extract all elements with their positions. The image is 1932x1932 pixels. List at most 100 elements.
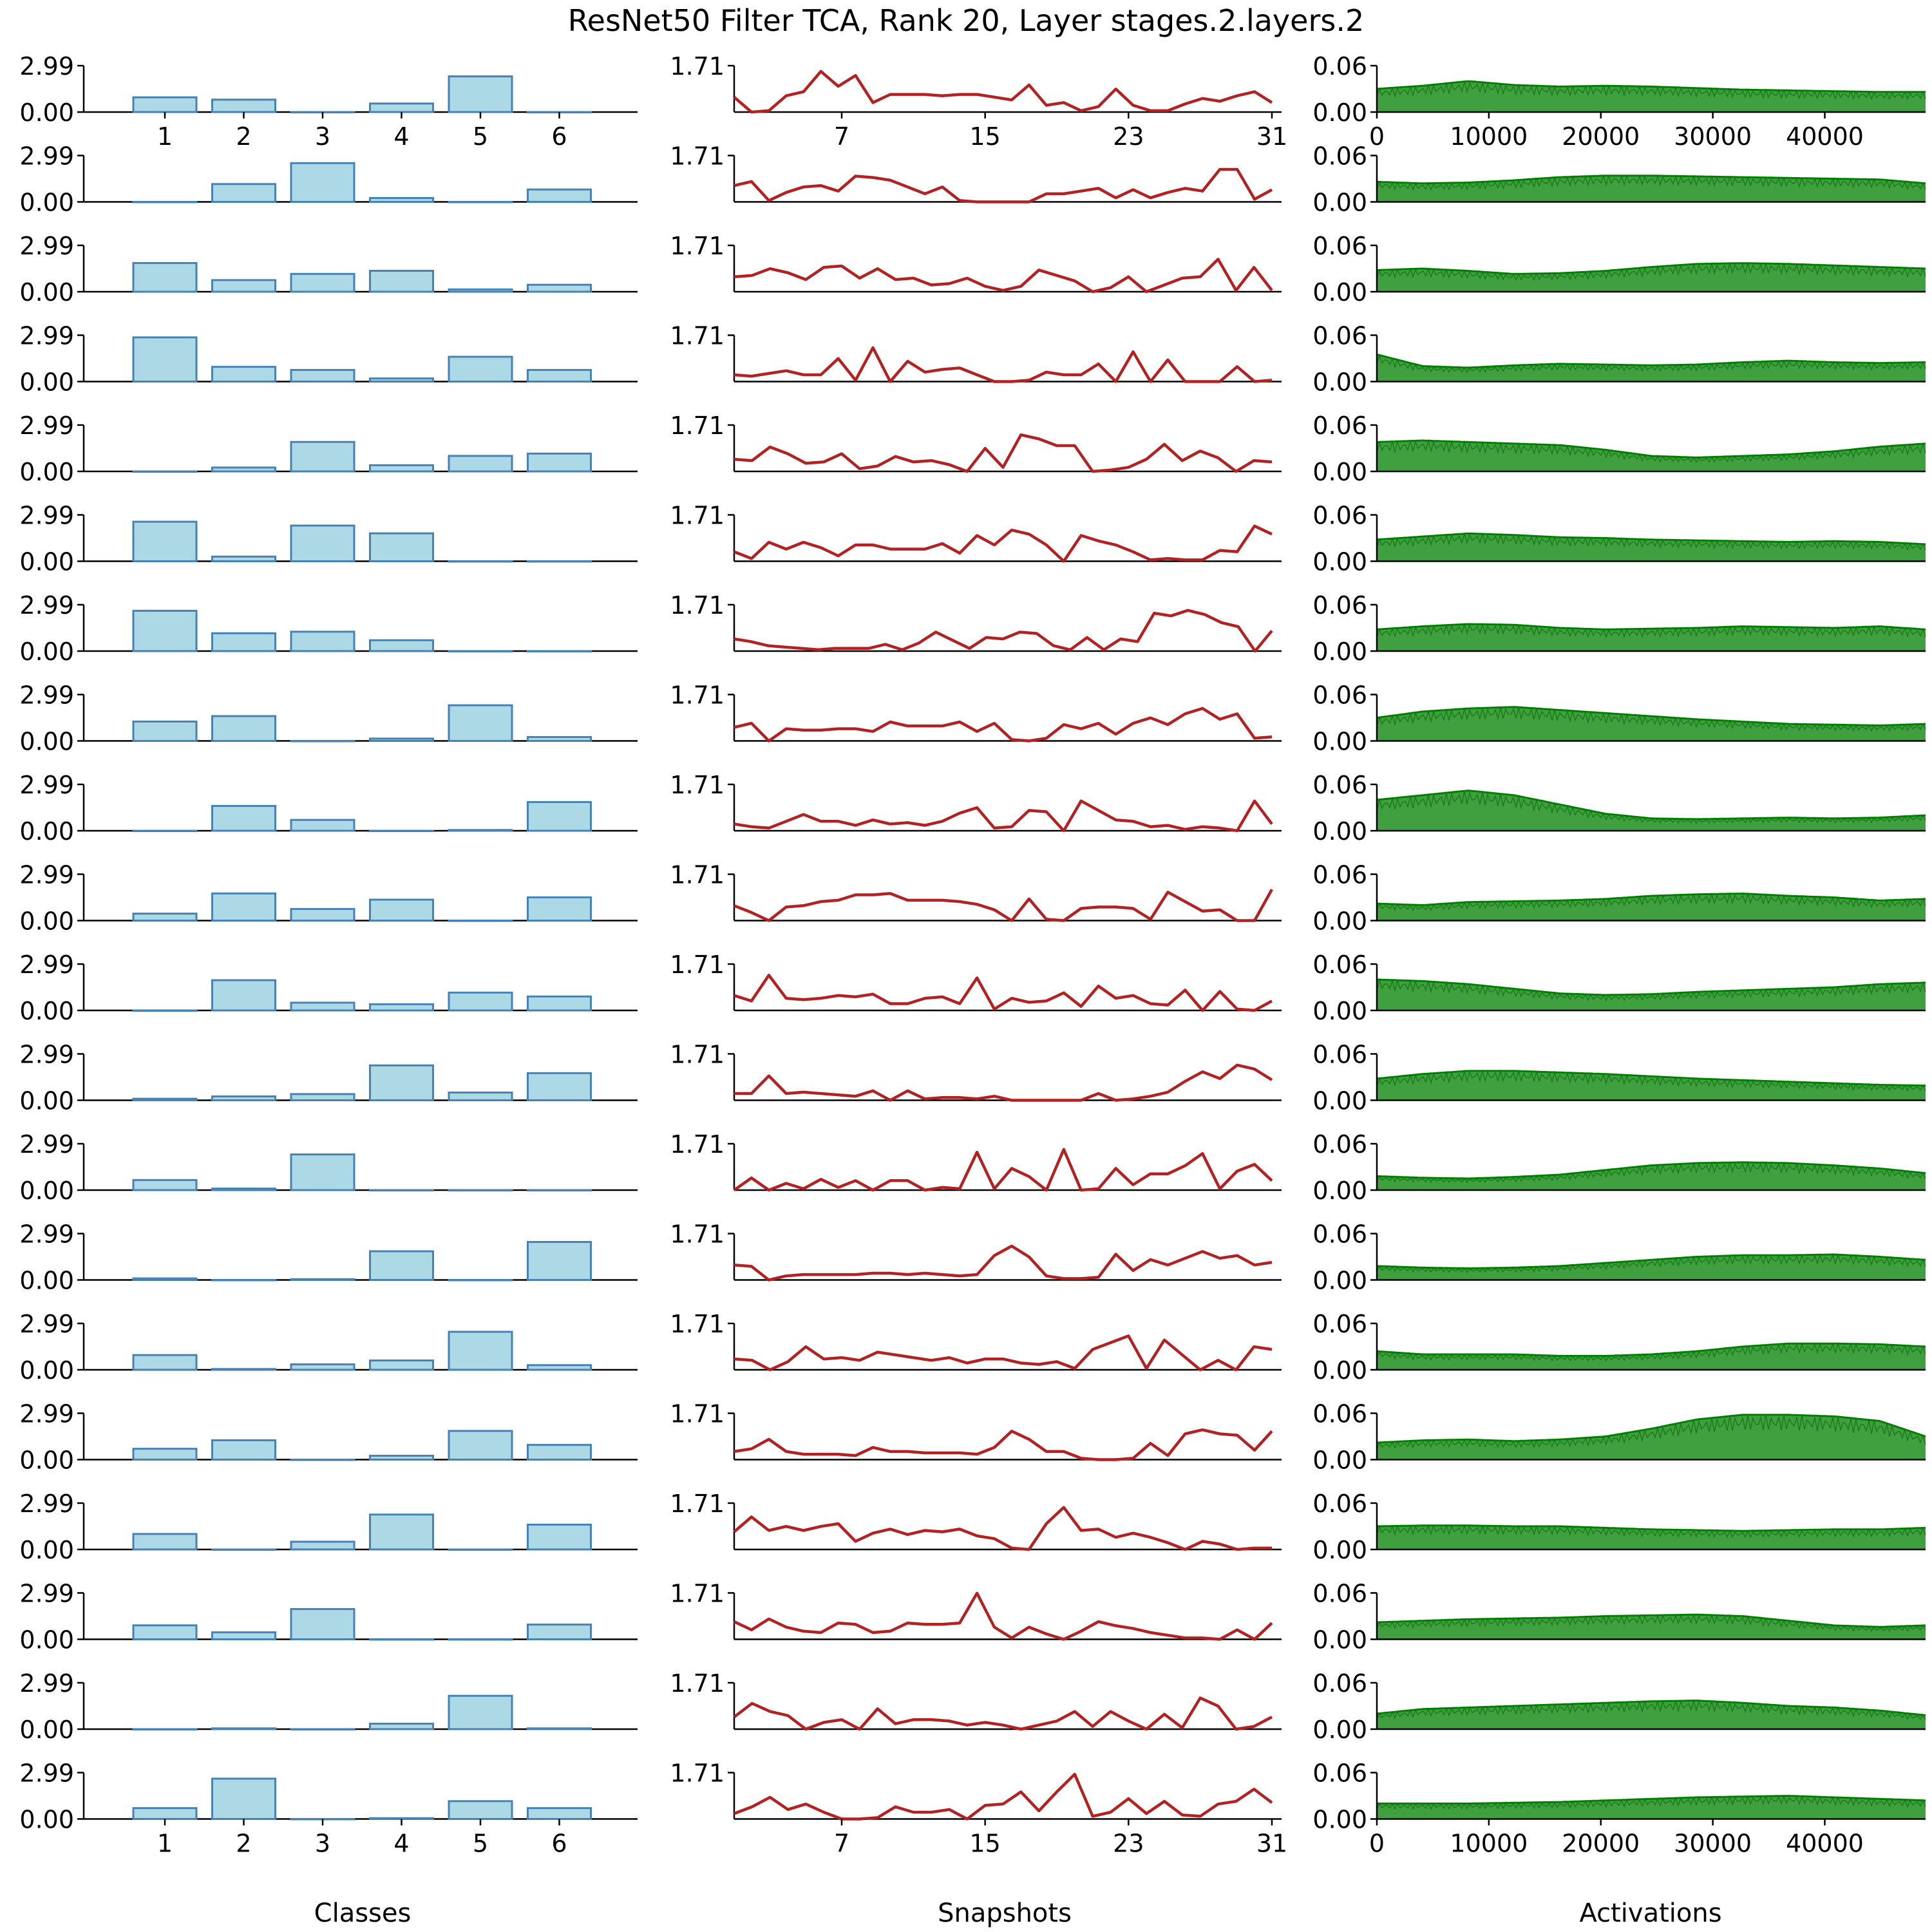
bar-x-tick-label: 2	[236, 1830, 251, 1858]
bar-y-tick-label: 2.99	[19, 1400, 74, 1428]
activation-envelope	[1376, 1524, 1926, 1532]
bar-y-tick-label: 2.99	[19, 502, 74, 530]
activation-envelope	[1376, 1161, 1926, 1180]
snapshot-factor-panel: 1.71	[670, 591, 1282, 653]
bar	[290, 1608, 355, 1640]
bar	[290, 272, 355, 293]
activation-factor-panel: 0.06 0.00	[1312, 1580, 1926, 1654]
activation-y-tick-label: 0.00	[1312, 1806, 1367, 1834]
bar	[132, 1097, 198, 1101]
bar	[211, 1777, 276, 1821]
bar	[290, 907, 355, 922]
activation-y-tick-label: 0.06	[1312, 1669, 1367, 1698]
bar	[527, 283, 592, 293]
line-y-tick-label: 1.71	[670, 412, 724, 440]
line-x-tick-label: 23	[1113, 1830, 1144, 1858]
bar	[290, 1278, 355, 1282]
class-factor-panel: 2.99 0.00	[19, 1130, 638, 1205]
bar	[290, 1728, 355, 1730]
activation-y-tick-label: 0.00	[1312, 638, 1367, 666]
bar-x-tick-label: 5	[473, 1830, 488, 1858]
class-factor-panel: 2.99 0.00	[19, 232, 638, 307]
bar	[448, 829, 513, 832]
bar	[211, 1631, 276, 1640]
bar	[290, 440, 355, 473]
activation-envelope	[1376, 1700, 1926, 1716]
activation-texture	[1376, 80, 1926, 100]
activation-factor-panel: 0.06 0.00	[1312, 1130, 1926, 1205]
activation-y-tick-label: 0.06	[1312, 591, 1367, 620]
bar	[369, 532, 434, 562]
activation-envelope	[1376, 532, 1926, 545]
line-y-tick-label: 1.71	[670, 1220, 724, 1249]
activation-x-tick-label: 0	[1369, 1830, 1385, 1858]
bar-y-tick-label: 2.99	[19, 591, 74, 620]
bar	[132, 1277, 198, 1281]
activation-y-tick-label: 0.00	[1312, 1087, 1367, 1115]
activation-texture	[1376, 1253, 1926, 1273]
activation-y-tick-label: 0.06	[1312, 52, 1367, 80]
bar	[132, 1728, 198, 1730]
bar-y-tick-label: 2.99	[19, 1759, 74, 1788]
bar	[369, 737, 434, 742]
snapshot-series-line	[734, 1772, 1273, 1821]
line-y-tick-label: 1.71	[670, 591, 724, 620]
bar-y-tick-label: 0.00	[19, 907, 74, 936]
activation-y-tick-label: 0.06	[1312, 951, 1367, 979]
bar-y-tick-label: 2.99	[19, 322, 74, 350]
bar	[211, 979, 276, 1012]
bar	[448, 455, 513, 473]
bar	[369, 1189, 434, 1191]
activation-area	[1377, 533, 1926, 562]
bar-y-tick-label: 0.00	[19, 1626, 74, 1654]
bar-y-tick-label: 2.99	[19, 861, 74, 889]
bar-y-tick-label: 2.99	[19, 1310, 74, 1338]
activation-factor-panel: 0.06 0.00	[1312, 322, 1926, 397]
bar	[211, 1279, 276, 1282]
bar-y-tick-label: 0.00	[19, 1446, 74, 1475]
snapshot-series-line	[734, 974, 1273, 1012]
class-factor-panel: 2.99 0.00	[19, 1669, 638, 1744]
bar	[132, 720, 198, 742]
snapshots-axis-label: Snapshots	[938, 1899, 1072, 1928]
bar	[527, 1072, 592, 1101]
class-factor-panel: 2.99 0.00	[19, 502, 638, 576]
class-factor-panel: 2.99 0.00	[19, 681, 638, 756]
figure-title: ResNet50 Filter TCA, Rank 20, Layer stag…	[568, 3, 1364, 38]
activation-texture	[1376, 1341, 1926, 1362]
bar-y-tick-label: 0.00	[19, 638, 74, 666]
activation-y-tick-label: 0.00	[1312, 548, 1367, 576]
activation-texture	[1376, 791, 1926, 824]
bar-y-tick-label: 0.00	[19, 1806, 74, 1834]
activation-area	[1377, 1414, 1926, 1460]
snapshot-series-line	[734, 1428, 1273, 1461]
activation-y-tick-label: 0.00	[1312, 728, 1367, 756]
snapshot-series-line	[734, 1591, 1273, 1641]
bar	[211, 366, 276, 383]
bar-x-tick-label: 1	[157, 1830, 173, 1858]
bar	[527, 1444, 592, 1461]
snapshot-factor-panel: 1.71	[670, 1310, 1282, 1372]
activation-y-tick-label: 0.06	[1312, 232, 1367, 260]
line-y-tick-label: 1.71	[670, 771, 724, 799]
bar	[290, 819, 355, 832]
bar	[290, 740, 355, 743]
activation-y-tick-label: 0.00	[1312, 1446, 1367, 1475]
bar	[132, 336, 198, 383]
bar	[132, 1624, 198, 1641]
activation-y-tick-label: 0.06	[1312, 771, 1367, 799]
bar	[448, 1331, 513, 1371]
activation-texture	[1376, 1794, 1926, 1810]
activation-factor-panel: 0.06 0.00	[1312, 591, 1926, 666]
class-factor-panel: 2.99 0.00	[19, 322, 638, 397]
snapshot-factor-panel: 1.71	[670, 412, 1282, 473]
line-y-tick-label: 1.71	[670, 1490, 724, 1518]
bar-x-tick-label: 1	[157, 122, 173, 151]
activation-envelope	[1376, 175, 1926, 185]
bar	[132, 1448, 198, 1461]
bar-y-tick-label: 2.99	[19, 1041, 74, 1069]
bar	[211, 1439, 276, 1461]
bar	[527, 1364, 592, 1371]
activation-factor-panel: 0.06 0.00	[1312, 861, 1926, 936]
line-y-tick-label: 1.71	[670, 1400, 724, 1428]
